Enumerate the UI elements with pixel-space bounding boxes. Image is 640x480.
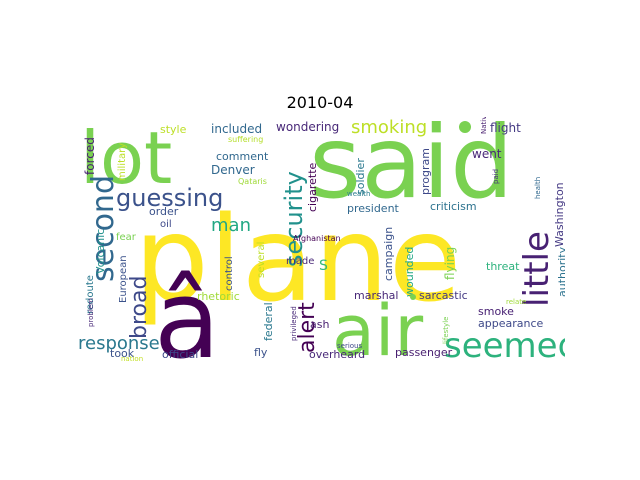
word-air: air: [332, 290, 423, 365]
word-volcanic: Volcanic: [94, 229, 107, 274]
dot-mark: [459, 121, 471, 133]
word-flight: flight: [490, 121, 521, 135]
word-smoking: smoking: [351, 117, 427, 138]
word-paid: paid: [492, 169, 500, 184]
word-went: went: [472, 147, 502, 161]
word-european: European: [118, 255, 129, 303]
word-order: order: [149, 205, 179, 218]
word-smoke: smoke: [478, 305, 514, 318]
word-nation: nation: [121, 355, 143, 363]
dot-mark: [410, 294, 416, 300]
word-denver: Denver: [211, 163, 255, 177]
word-rhetoric: rhetoric: [197, 290, 240, 303]
word-sarcastic: sarcastic: [419, 289, 468, 302]
word-little: little: [517, 231, 557, 307]
word-comment: comment: [216, 150, 269, 163]
word-wealth: wealth: [347, 190, 370, 198]
word-lot: lot: [80, 117, 172, 200]
word-took: took: [110, 347, 135, 360]
word-problem: problem: [87, 298, 95, 327]
word-official: official: [162, 348, 198, 361]
word-criticism: criticism: [430, 200, 477, 213]
word-lifestyle: lifestyle: [442, 317, 450, 344]
word-ash: ash: [310, 318, 329, 331]
word-: â: [154, 258, 220, 365]
word-health: health: [534, 177, 542, 199]
word-flying: flying: [443, 247, 457, 280]
word-afghanistan: Afghanistan: [293, 234, 341, 243]
word-marshal: marshal: [354, 289, 398, 302]
chart-title: 2010-04: [286, 93, 354, 112]
word-response: response: [78, 333, 160, 354]
word-s: S: [319, 258, 328, 274]
word-program: program: [419, 148, 432, 195]
word-washington: Washington: [553, 182, 565, 247]
word-serious: serious: [337, 342, 362, 350]
word-guessing: guessing: [116, 184, 223, 212]
word-qataris: Qataris: [238, 177, 267, 186]
word-fear: fear: [116, 232, 137, 243]
word-forced: forced: [83, 137, 97, 175]
word-president: president: [347, 202, 400, 215]
word-man: man: [211, 215, 251, 236]
word-appearance: appearance: [478, 317, 543, 330]
word-said: said: [309, 117, 514, 221]
word-included: included: [211, 122, 262, 136]
word-relate: relate: [506, 298, 526, 306]
word-alert: alert: [295, 302, 320, 353]
word-broad: broad: [127, 276, 152, 339]
word-second: second: [86, 175, 121, 282]
word-wounded: wounded: [403, 247, 416, 297]
word-wondering: wondering: [276, 120, 339, 134]
word-style: style: [160, 123, 187, 136]
word-threat: threat: [486, 260, 520, 273]
word-soldier: soldier: [354, 158, 367, 195]
word-cigarette: cigarette: [306, 162, 319, 212]
word-privileged: privileged: [290, 306, 298, 341]
word-native: Native: [480, 117, 488, 134]
word-suffering: suffering: [228, 135, 263, 144]
word-authority: authority: [556, 246, 565, 297]
word-campaign: campaign: [382, 227, 395, 281]
word-redoute: redoute: [85, 275, 96, 314]
word-oil: oil: [160, 219, 172, 230]
word-military: military: [117, 143, 128, 181]
word-plane: plane: [134, 190, 461, 328]
word-overheard: overheard: [309, 348, 365, 361]
word-security: security: [280, 171, 308, 267]
word-several: several: [256, 242, 267, 278]
word-fly: fly: [254, 346, 268, 359]
word-control: control: [224, 256, 235, 291]
word-seemed: seemed: [444, 326, 565, 365]
word-passenger: passenger: [395, 346, 453, 359]
word-made: made: [286, 256, 314, 267]
word-federal: federal: [262, 302, 275, 341]
